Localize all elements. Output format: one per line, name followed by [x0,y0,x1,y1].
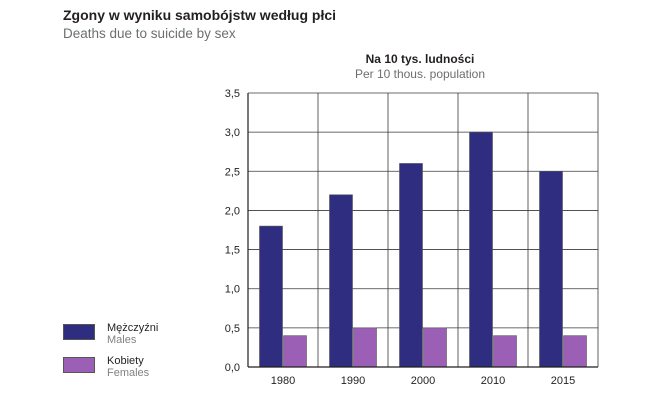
bar-females [563,335,587,368]
x-tick-label: 1990 [341,375,365,387]
x-tick-label: 2015 [551,375,575,387]
y-tick-label: 0,0 [225,362,240,374]
bar-females [283,335,307,368]
bar-females [353,327,377,368]
bar-males [469,131,493,368]
bar-males [329,194,353,368]
y-tick-label: 2,5 [225,166,240,178]
chart-title: Zgony w wyniku samobójstw według płci [63,7,337,23]
x-tick-label: 1980 [271,375,295,387]
legend-sublabel-females: Females [107,367,150,379]
unit-title: Na 10 tys. ludności [365,52,475,66]
y-tick-label: 3,5 [225,88,240,100]
y-tick-label: 1,0 [225,284,240,296]
bar-males [539,170,563,368]
y-tick-label: 0,5 [225,323,240,335]
legend-swatch-males [63,324,95,340]
legend-label-males: Mężczyźni [107,322,159,334]
y-tick-label: 3,0 [225,127,240,139]
y-tick-label: 1,5 [225,245,240,257]
x-tick-label: 2010 [481,375,505,387]
chart-subtitle: Deaths due to suicide by sex [63,26,236,41]
y-tick-label: 2,0 [225,205,240,217]
legend-swatch-females [63,357,95,373]
x-tick-label: 2000 [411,375,435,387]
unit-subtitle: Per 10 thous. population [354,67,486,81]
bar-males [399,163,423,368]
legend-sublabel-males: Males [107,334,137,346]
bar-females [493,335,517,368]
legend-label-females: Kobiety [107,355,144,367]
bar-females [423,327,447,368]
bar-males [259,225,283,368]
